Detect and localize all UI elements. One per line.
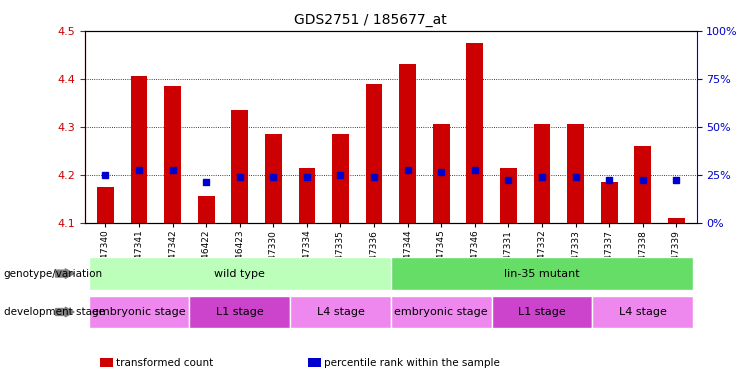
Bar <box>391 296 491 328</box>
Bar <box>265 134 282 223</box>
Bar <box>634 146 651 223</box>
Bar <box>130 76 147 223</box>
Bar <box>500 167 516 223</box>
Text: L4 stage: L4 stage <box>619 307 667 317</box>
Bar <box>534 124 551 223</box>
Text: embryonic stage: embryonic stage <box>92 307 186 317</box>
Bar <box>231 110 248 223</box>
Bar <box>299 167 316 223</box>
Bar <box>567 124 584 223</box>
Bar <box>89 257 391 290</box>
Bar <box>89 296 190 328</box>
Bar <box>332 134 349 223</box>
Bar <box>97 187 114 223</box>
Text: GDS2751 / 185677_at: GDS2751 / 185677_at <box>294 13 447 27</box>
Bar <box>668 218 685 223</box>
Text: lin-35 mutant: lin-35 mutant <box>504 268 580 279</box>
Bar <box>491 296 592 328</box>
Text: L1 stage: L1 stage <box>518 307 566 317</box>
Bar <box>198 196 215 223</box>
Bar <box>399 65 416 223</box>
Bar <box>165 86 181 223</box>
Bar <box>433 124 450 223</box>
Text: percentile rank within the sample: percentile rank within the sample <box>324 358 499 368</box>
Bar <box>290 296 391 328</box>
Text: development stage: development stage <box>4 307 104 317</box>
Bar <box>391 257 693 290</box>
Text: embryonic stage: embryonic stage <box>394 307 488 317</box>
Text: genotype/variation: genotype/variation <box>4 268 103 279</box>
Text: wild type: wild type <box>214 268 265 279</box>
Text: L4 stage: L4 stage <box>316 307 365 317</box>
Bar <box>366 84 382 223</box>
Bar <box>466 43 483 223</box>
Bar <box>190 296 290 328</box>
Bar <box>592 296 693 328</box>
Text: transformed count: transformed count <box>116 358 213 368</box>
Text: L1 stage: L1 stage <box>216 307 264 317</box>
Bar <box>601 182 617 223</box>
